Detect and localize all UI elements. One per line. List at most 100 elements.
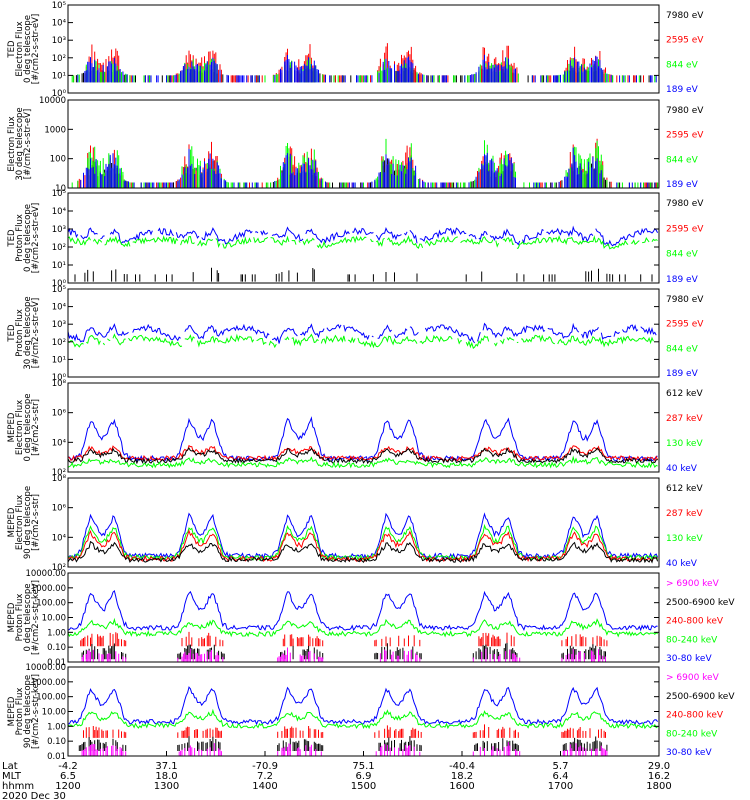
y-axis-label: [#/cm2-s-str-eV] <box>31 14 41 84</box>
series-2595-ev <box>73 43 653 83</box>
y-axis-label: MEPED <box>7 412 17 442</box>
lat-value: -70.9 <box>252 761 278 772</box>
y-tick-label: 0.10 <box>47 737 66 747</box>
legend-entry: 7980 eV <box>666 106 704 116</box>
y-tick-label: 10² <box>52 338 66 348</box>
legend-entry: 189 eV <box>666 85 699 95</box>
legend-entry: 2595 eV <box>666 131 704 141</box>
y-axis-label: 0 deg telescope <box>23 204 33 272</box>
lat-value: 5.7 <box>553 761 569 772</box>
y-axis-label: [#/cm2-s-str] <box>31 399 41 456</box>
legend-entry: 7980 eV <box>666 295 704 305</box>
series-844-ev <box>68 335 658 349</box>
hhmm-value: 1300 <box>154 781 179 792</box>
legend-entry: 7980 eV <box>666 11 704 21</box>
lat-row-label: Lat <box>2 761 18 772</box>
y-tick-label: 100.00 <box>36 693 66 703</box>
series-844-ev <box>71 138 659 188</box>
hhmm-value: 1400 <box>252 781 277 792</box>
legend-entry: 40 keV <box>666 559 698 569</box>
lat-value: -40.4 <box>449 761 475 772</box>
hhmm-row-label: hhmm <box>2 781 34 792</box>
y-tick-label: 10⁴ <box>52 19 67 29</box>
y-tick-label: 10² <box>52 243 66 253</box>
legend-entry: > 6900 keV <box>666 579 720 589</box>
legend-entry: 844 eV <box>666 250 699 260</box>
panel-frame <box>67 99 660 189</box>
hhmm-value: 1700 <box>548 781 573 792</box>
legend-entry: 80-240 keV <box>666 729 718 739</box>
legend-entry: 844 eV <box>666 155 699 165</box>
y-tick-label: 10³ <box>52 225 66 235</box>
y-tick-label: 10 <box>55 184 66 194</box>
panel-4-series <box>67 322 658 349</box>
series-80-240-kev <box>67 708 658 730</box>
y-tick-label: 10² <box>52 54 66 64</box>
y-axis-label: 90 deg telescope <box>23 486 33 559</box>
panel-2-series <box>67 138 659 188</box>
hhmm-value: 1600 <box>449 781 474 792</box>
legend-entry: 40 keV <box>666 464 698 474</box>
legend-entry: 287 keV <box>666 414 703 424</box>
series-240-800-kev <box>83 724 606 738</box>
y-tick-label: 10000.00 <box>25 569 66 579</box>
legend-entry: 2500-6900 keV <box>666 692 735 702</box>
y-tick-label: 10¹ <box>52 71 66 81</box>
panel-3-series <box>67 225 659 282</box>
series-40-kev <box>67 512 659 560</box>
lat-value: 37.1 <box>155 761 177 772</box>
series-189-ev <box>67 322 657 344</box>
y-axis-label: MEPED <box>7 602 17 632</box>
y-tick-label: 1000 <box>44 125 66 135</box>
y-axis-label: [#/cm2-s-str-keV] <box>31 580 41 655</box>
panel-6-series <box>67 512 659 564</box>
y-tick-label: 0.01 <box>47 752 66 762</box>
y-tick-label: 10⁶ <box>52 504 67 514</box>
y-axis-label: TED <box>7 229 17 248</box>
y-axis-label: MEPED <box>7 696 17 726</box>
y-tick-label: 10¹ <box>52 355 66 365</box>
legend-entry: 30-80 keV <box>666 748 712 758</box>
y-tick-label: 10⁰ <box>52 89 67 99</box>
y-tick-label: 10⁸ <box>52 379 67 389</box>
y-tick-label: 1000.00 <box>31 678 66 688</box>
y-tick-label: 10000 <box>39 96 66 106</box>
series-287-kev <box>67 444 659 463</box>
panel-frame <box>67 192 660 284</box>
mlt-value: 16.2 <box>648 771 670 782</box>
y-axis-label: Electron Flux <box>15 495 25 550</box>
y-tick-label: 1.00 <box>47 628 66 638</box>
legend-entry: 2595 eV <box>666 36 704 46</box>
date-label: 2020 Dec 30 <box>2 791 66 800</box>
y-tick-label: 10⁵ <box>52 285 66 295</box>
y-axis-label: TED <box>7 40 17 59</box>
panel-1-series <box>71 43 657 83</box>
series-130-kev <box>67 455 658 469</box>
y-axis-label: Electron Flux <box>15 400 25 455</box>
panel-frame <box>67 4 660 94</box>
hhmm-value: 1800 <box>646 781 671 792</box>
legend-entry: 2595 eV <box>666 320 704 330</box>
y-axis-label: Proton Flux <box>15 214 25 262</box>
y-tick-label: 10³ <box>52 320 66 330</box>
legend-entry: 189 eV <box>666 275 699 285</box>
y-tick-label: 10⁰ <box>52 279 67 289</box>
y-axis-label: Proton Flux <box>15 594 25 642</box>
y-axis-label: [#/cm2-s-str-eV] <box>31 298 41 368</box>
series-80-240-kev <box>67 617 658 638</box>
lat-value: 29.0 <box>648 761 670 772</box>
y-tick-label: 10² <box>52 468 66 478</box>
y-tick-label: 10⁰ <box>52 373 67 383</box>
y-tick-label: 10⁴ <box>52 438 67 448</box>
y-tick-label: 100.00 <box>36 599 66 609</box>
y-tick-label: 10⁴ <box>52 303 67 313</box>
y-axis-label: Electron Flux <box>15 21 25 76</box>
mlt-value: 6.9 <box>356 771 372 782</box>
legend-entry: 612 keV <box>666 484 703 494</box>
mlt-value: 6.4 <box>553 771 569 782</box>
